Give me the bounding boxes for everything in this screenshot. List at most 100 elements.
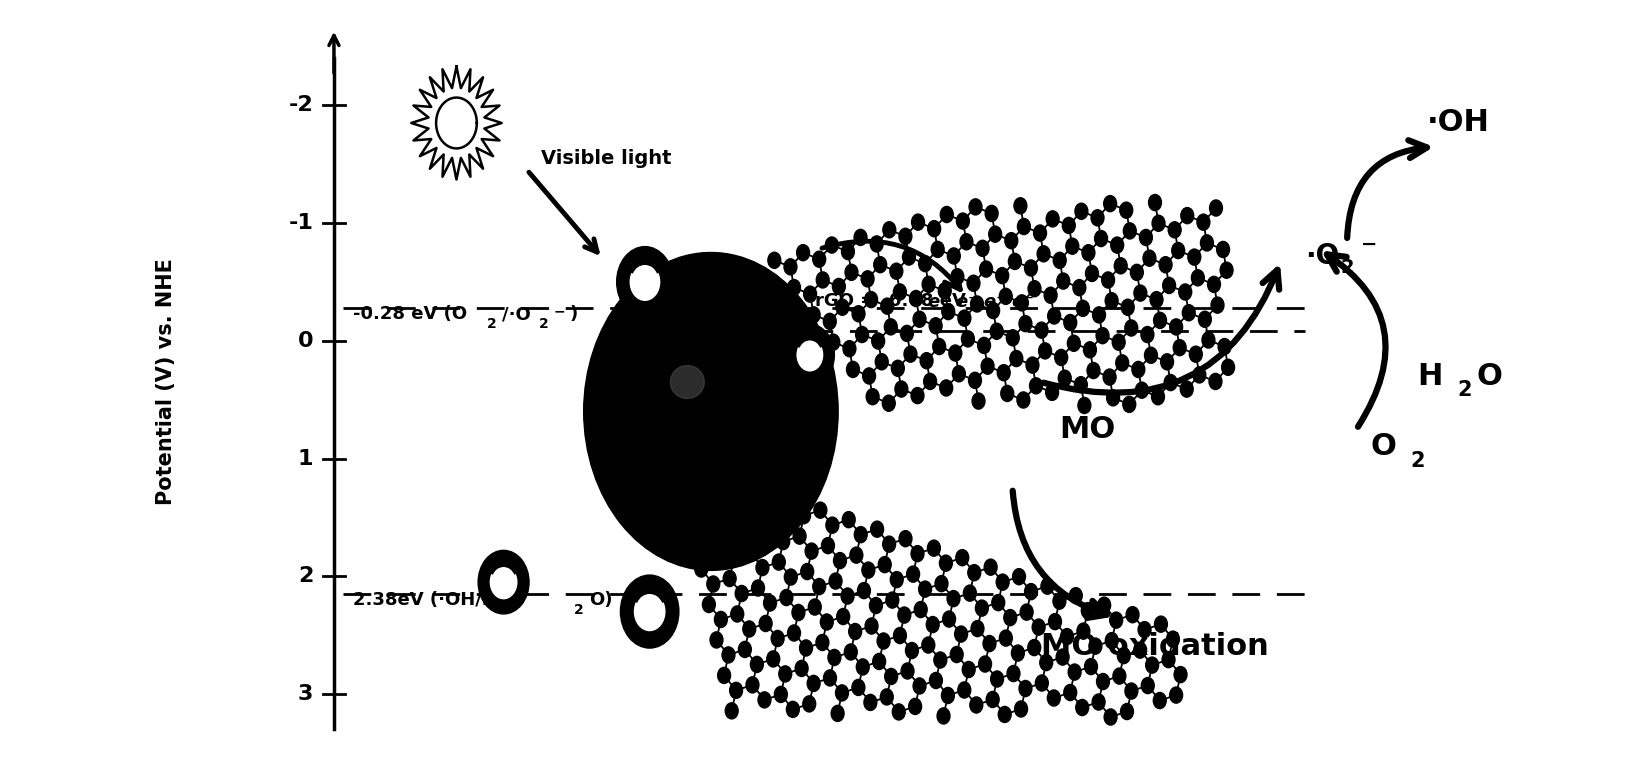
Circle shape — [905, 346, 916, 362]
Circle shape — [980, 261, 993, 277]
Circle shape — [823, 313, 836, 329]
Circle shape — [938, 283, 951, 299]
Circle shape — [890, 263, 903, 280]
Circle shape — [729, 682, 742, 698]
Circle shape — [1006, 665, 1019, 681]
Circle shape — [710, 632, 723, 648]
Circle shape — [975, 600, 988, 616]
Circle shape — [838, 608, 849, 625]
Circle shape — [997, 574, 1010, 591]
Circle shape — [1011, 645, 1024, 661]
Circle shape — [880, 298, 893, 314]
Circle shape — [742, 621, 756, 637]
Circle shape — [942, 611, 956, 627]
Text: O: O — [1477, 361, 1501, 390]
Circle shape — [969, 372, 982, 388]
Circle shape — [833, 278, 846, 295]
Circle shape — [1210, 374, 1223, 390]
Circle shape — [970, 296, 983, 312]
Circle shape — [1198, 311, 1211, 327]
Circle shape — [851, 547, 862, 563]
Circle shape — [1044, 287, 1057, 303]
Circle shape — [783, 259, 797, 275]
Circle shape — [1113, 668, 1126, 684]
Circle shape — [1160, 354, 1174, 370]
Circle shape — [842, 341, 856, 357]
Circle shape — [1075, 377, 1087, 393]
Circle shape — [749, 524, 760, 540]
Circle shape — [736, 585, 747, 601]
Circle shape — [1139, 229, 1152, 245]
Circle shape — [1142, 250, 1155, 266]
Circle shape — [728, 550, 741, 566]
Circle shape — [1024, 584, 1037, 600]
Text: −: − — [554, 304, 565, 319]
Circle shape — [785, 569, 797, 585]
Text: ·OH: ·OH — [1428, 108, 1490, 138]
Circle shape — [490, 565, 516, 599]
Text: −: − — [1360, 235, 1377, 254]
Circle shape — [757, 692, 770, 708]
Circle shape — [939, 380, 952, 396]
Circle shape — [1192, 270, 1205, 286]
Circle shape — [777, 533, 790, 549]
Circle shape — [1137, 622, 1151, 638]
Circle shape — [892, 361, 905, 377]
Circle shape — [1041, 578, 1054, 594]
Circle shape — [849, 623, 862, 639]
Circle shape — [1216, 241, 1229, 257]
Circle shape — [990, 671, 1003, 687]
Circle shape — [990, 323, 1003, 339]
Circle shape — [908, 698, 921, 714]
Text: e⁻ e⁻ e⁻ e⁻: e⁻ e⁻ e⁻ e⁻ — [928, 293, 1034, 310]
Circle shape — [1170, 319, 1183, 335]
Circle shape — [731, 606, 744, 622]
Circle shape — [865, 292, 877, 308]
Circle shape — [1211, 297, 1224, 313]
Circle shape — [887, 592, 898, 608]
Circle shape — [1013, 568, 1026, 584]
Circle shape — [772, 554, 785, 570]
Circle shape — [1134, 642, 1147, 658]
Circle shape — [898, 228, 911, 244]
Circle shape — [1018, 219, 1031, 235]
Circle shape — [1133, 361, 1144, 377]
Circle shape — [921, 637, 934, 653]
Circle shape — [992, 594, 1005, 610]
Circle shape — [910, 290, 923, 306]
Circle shape — [1064, 685, 1077, 701]
Circle shape — [969, 199, 982, 215]
Circle shape — [751, 656, 764, 672]
Text: 2: 2 — [487, 317, 497, 332]
Circle shape — [1182, 305, 1195, 321]
Circle shape — [1015, 198, 1026, 214]
Circle shape — [1046, 384, 1059, 400]
Circle shape — [1069, 588, 1082, 604]
Circle shape — [1105, 293, 1118, 309]
Circle shape — [797, 244, 810, 261]
Circle shape — [870, 597, 882, 613]
Circle shape — [1085, 265, 1098, 281]
Circle shape — [877, 633, 890, 649]
Circle shape — [1180, 208, 1193, 224]
Circle shape — [772, 630, 783, 646]
Circle shape — [692, 505, 705, 521]
Circle shape — [1110, 612, 1123, 628]
Circle shape — [1046, 211, 1059, 227]
Circle shape — [977, 241, 988, 257]
Circle shape — [951, 646, 964, 662]
Circle shape — [885, 668, 898, 685]
Circle shape — [757, 483, 770, 499]
Circle shape — [1016, 392, 1029, 408]
Circle shape — [903, 249, 916, 265]
Circle shape — [947, 248, 960, 264]
Circle shape — [1067, 335, 1080, 351]
Circle shape — [759, 616, 772, 632]
Circle shape — [769, 498, 782, 514]
Circle shape — [1116, 354, 1129, 371]
Circle shape — [1200, 235, 1213, 251]
Circle shape — [836, 685, 849, 701]
Circle shape — [934, 652, 947, 668]
Circle shape — [918, 255, 931, 272]
Circle shape — [1218, 338, 1231, 354]
